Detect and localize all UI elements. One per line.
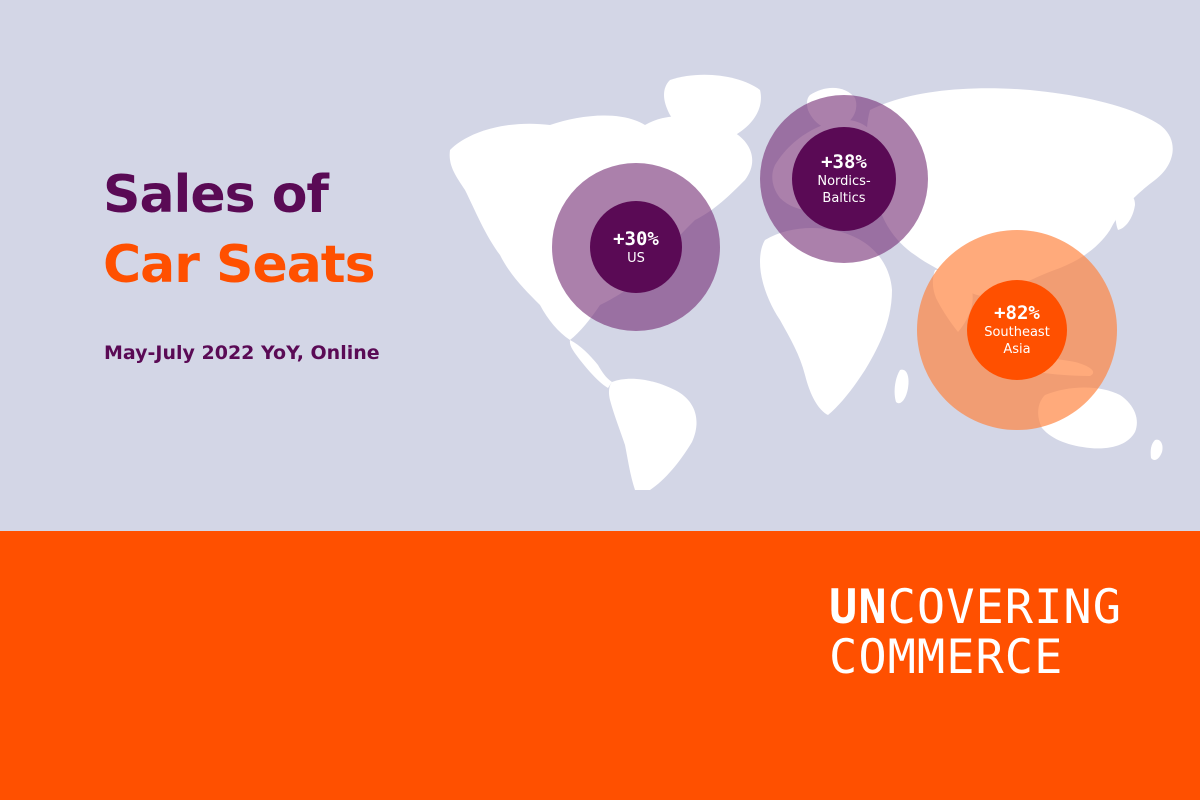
- brand-line-2: COMMERCE: [829, 630, 1064, 685]
- region-value-southeast-asia: +82%: [994, 302, 1040, 324]
- map-panel: Sales of Car Seats May-July 2022 YoY, On…: [0, 0, 1200, 531]
- headline-line-2: Car Seats: [103, 235, 376, 295]
- brand-line-1-rest: COVERING: [887, 580, 1122, 635]
- subtitle: May-July 2022 YoY, Online: [104, 342, 380, 364]
- region-bubble-southeast-asia-core: +82% Southeast Asia: [967, 280, 1067, 380]
- region-label-us: US: [627, 250, 645, 266]
- south-america-landmass: [608, 378, 697, 490]
- region-value-us: +30%: [613, 227, 659, 250]
- brand-line-1-bold: UN: [829, 580, 888, 635]
- region-bubble-us: +30% US: [552, 163, 720, 331]
- central-america-landmass: [569, 340, 612, 388]
- new-zealand-landmass: [1150, 439, 1163, 460]
- brand-footer: [0, 531, 1200, 800]
- japan-landmass: [1115, 193, 1135, 230]
- region-bubble-nordics-baltics: +38% Nordics- Baltics: [760, 95, 928, 263]
- brand-line-1: UNCOVERING: [829, 583, 1122, 633]
- madagascar-landmass: [894, 369, 909, 404]
- region-label-nordics-baltics: Nordics- Baltics: [817, 174, 871, 206]
- africa-landmass: [760, 228, 892, 415]
- region-bubble-southeast-asia: +82% Southeast Asia: [917, 230, 1117, 430]
- region-bubble-nordics-baltics-core: +38% Nordics- Baltics: [792, 127, 896, 231]
- region-label-southeast-asia: Southeast Asia: [984, 325, 1050, 357]
- region-bubble-us-core: +30% US: [590, 201, 682, 293]
- asia-landmass: [866, 88, 1173, 297]
- region-value-nordics-baltics: +38%: [821, 151, 867, 173]
- brand-logo: UNCOVERING COMMERCE: [829, 583, 1122, 683]
- headline-line-1: Sales of: [103, 165, 329, 225]
- greenland-landmass: [664, 74, 761, 141]
- headline: Sales of Car Seats: [103, 160, 376, 300]
